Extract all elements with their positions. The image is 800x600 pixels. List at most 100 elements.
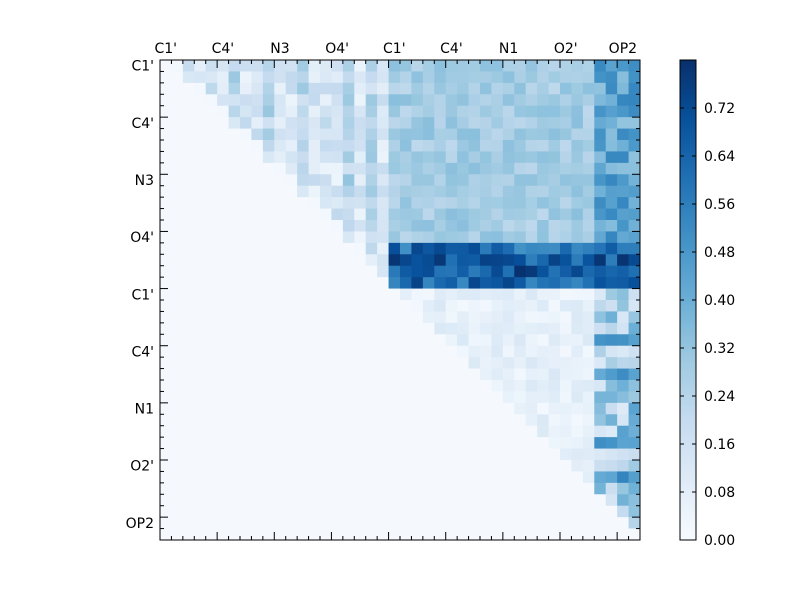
heatmap-cell	[354, 300, 367, 312]
heatmap-cell	[537, 151, 549, 164]
heatmap-cell	[388, 460, 401, 472]
heatmap-cell	[194, 322, 207, 335]
heatmap-cell	[171, 414, 184, 427]
heatmap-cell	[377, 162, 389, 175]
heatmap-cell	[502, 82, 515, 95]
heatmap-cell	[320, 494, 332, 507]
heatmap-cell	[525, 94, 538, 107]
heatmap-cell	[251, 322, 264, 335]
heatmap-cell	[182, 357, 195, 369]
heatmap-cell	[160, 60, 172, 72]
heatmap-cell	[560, 334, 572, 347]
heatmap-cell	[468, 322, 481, 335]
heatmap-cell	[434, 288, 447, 301]
heatmap-cell	[468, 288, 481, 301]
heatmap-cell	[445, 208, 458, 221]
heatmap-cell	[251, 151, 264, 164]
heatmap-cell	[320, 402, 332, 415]
heatmap-cell	[285, 208, 298, 221]
heatmap-cell	[297, 334, 309, 347]
heatmap-cell	[388, 357, 401, 369]
heatmap-cell	[331, 311, 344, 324]
heatmap-cell	[251, 311, 264, 324]
heatmap-cell	[411, 357, 424, 369]
heatmap-cell	[342, 437, 355, 449]
heatmap-cell	[514, 437, 527, 449]
heatmap-cell	[525, 105, 538, 118]
heatmap-cell	[331, 231, 344, 244]
heatmap-cell	[457, 391, 469, 404]
heatmap-cell	[582, 82, 595, 95]
heatmap-cell	[297, 231, 309, 244]
heatmap-cell	[388, 288, 401, 301]
heatmap-cell	[240, 460, 252, 472]
heatmap-cell	[548, 517, 561, 529]
heatmap-cell	[400, 437, 412, 449]
heatmap-cell	[194, 380, 207, 392]
heatmap-cell	[434, 517, 447, 529]
heatmap-cell	[468, 482, 481, 495]
heatmap-cell	[628, 208, 641, 221]
heatmap-cell	[617, 437, 629, 449]
heatmap-cell	[605, 368, 618, 381]
heatmap-cell	[171, 357, 184, 369]
heatmap-cell	[480, 414, 492, 427]
heatmap-cell	[594, 345, 607, 358]
heatmap-cell	[582, 300, 595, 312]
heatmap-cell	[160, 231, 172, 244]
heatmap-cell	[411, 448, 424, 461]
heatmap-cell	[514, 94, 527, 107]
heatmap-cell	[274, 311, 287, 324]
heatmap-cell	[480, 357, 492, 369]
heatmap-cell	[285, 71, 298, 84]
heatmap-cell	[548, 482, 561, 495]
heatmap-cell	[525, 528, 538, 541]
heatmap-cell	[251, 254, 264, 267]
heatmap-cell	[548, 471, 561, 484]
heatmap-cell	[331, 94, 344, 107]
heatmap-cell	[502, 71, 515, 84]
heatmap-cell	[594, 471, 607, 484]
heatmap-cell	[411, 162, 424, 175]
heatmap-cell	[365, 265, 378, 278]
heatmap-cell	[457, 414, 469, 427]
heatmap-cell	[320, 242, 332, 255]
y-tick-label: C4'	[131, 344, 154, 360]
heatmap-cell	[354, 162, 367, 175]
heatmap-cell	[594, 174, 607, 187]
heatmap-cell	[308, 425, 321, 438]
heatmap-cell	[422, 505, 435, 518]
heatmap-cell	[617, 277, 629, 289]
heatmap-cell	[308, 357, 321, 369]
heatmap-cell	[377, 380, 389, 392]
heatmap-cell	[262, 277, 275, 289]
heatmap-cell	[194, 334, 207, 347]
heatmap-cell	[514, 368, 527, 381]
colorbar-tick-label: 0.40	[704, 293, 735, 309]
heatmap-cell	[400, 117, 412, 129]
heatmap-cell	[297, 368, 309, 381]
heatmap-cell	[502, 505, 515, 518]
heatmap-cell	[400, 494, 412, 507]
heatmap-cell	[331, 322, 344, 335]
heatmap-cell	[560, 151, 572, 164]
heatmap-cell	[388, 71, 401, 84]
heatmap-cell	[285, 471, 298, 484]
heatmap-cell	[605, 345, 618, 358]
heatmap-cell	[594, 197, 607, 209]
heatmap-cell	[308, 322, 321, 335]
heatmap-cell	[548, 448, 561, 461]
heatmap-cell	[182, 517, 195, 529]
heatmap-cell	[617, 460, 629, 472]
heatmap-cell	[240, 402, 252, 415]
heatmap-cell	[320, 437, 332, 449]
heatmap-cell	[400, 300, 412, 312]
heatmap-cell	[537, 288, 549, 301]
heatmap-cell	[297, 300, 309, 312]
heatmap-cell	[228, 254, 241, 267]
heatmap-cell	[262, 437, 275, 449]
heatmap-cell	[297, 380, 309, 392]
heatmap-cell	[560, 380, 572, 392]
heatmap-cell	[537, 197, 549, 209]
heatmap-cell	[205, 460, 218, 472]
